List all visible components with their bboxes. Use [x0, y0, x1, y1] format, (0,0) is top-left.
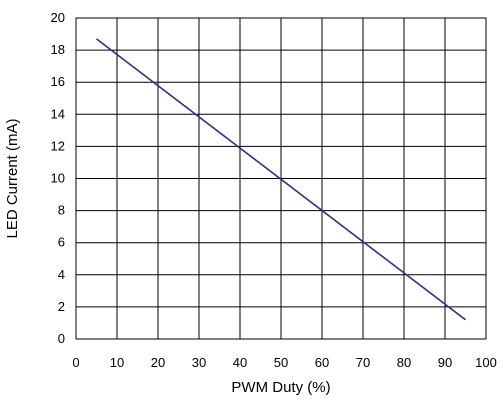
y-tick-label: 4	[58, 267, 65, 282]
x-tick-label: 50	[274, 355, 288, 370]
x-tick-label: 60	[315, 355, 329, 370]
y-tick-label: 8	[58, 203, 65, 218]
y-tick-label: 12	[51, 138, 65, 153]
y-tick-label: 10	[51, 171, 65, 186]
x-tick-label: 0	[72, 355, 79, 370]
y-tick-labels: 0 2 4 6 8 10 12 14 16 18 20	[51, 10, 65, 346]
x-tick-label: 10	[110, 355, 124, 370]
x-tick-label: 20	[151, 355, 165, 370]
series-line	[96, 38, 466, 321]
x-axis-title: PWM Duty (%)	[231, 379, 330, 396]
x-tick-label: 30	[192, 355, 206, 370]
x-tick-label: 80	[397, 355, 411, 370]
x-tick-label: 100	[475, 355, 497, 370]
y-tick-label: 14	[51, 106, 65, 121]
x-tick-labels: 0 10 20 30 40 50 60 70 80 90 100	[72, 355, 496, 370]
series-layer	[96, 38, 466, 321]
y-tick-label: 0	[58, 331, 65, 346]
x-tick-label: 40	[233, 355, 247, 370]
y-tick-label: 2	[58, 299, 65, 314]
y-axis-title: LED Current (mA)	[4, 118, 21, 238]
y-tick-label: 6	[58, 235, 65, 250]
y-tick-label: 18	[51, 42, 65, 57]
y-tick-label: 16	[51, 74, 65, 89]
plot-frame	[75, 17, 487, 340]
x-tick-label: 70	[356, 355, 370, 370]
x-tick-label: 90	[438, 355, 452, 370]
y-tick-label: 20	[51, 10, 65, 25]
